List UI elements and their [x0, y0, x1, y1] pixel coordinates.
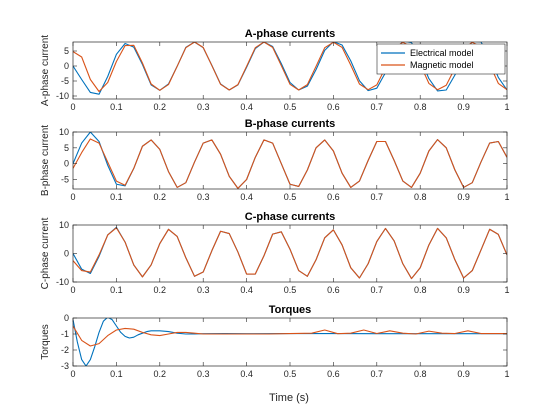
subplot-title: Torques	[269, 304, 312, 316]
x-tick-label: 0.5	[284, 285, 297, 295]
x-tick-label: 0.3	[197, 369, 210, 379]
plot-area	[73, 318, 507, 366]
y-tick-label: 10	[59, 127, 69, 137]
y-tick-label: 5	[64, 46, 69, 56]
x-tick-label: 0.1	[110, 192, 123, 202]
x-tick-label: 0.6	[327, 285, 340, 295]
y-tick-label: -5	[61, 175, 69, 185]
x-tick-label: 0.3	[197, 102, 210, 112]
x-tick-label: 1	[504, 369, 509, 379]
y-tick-label: -3	[61, 361, 69, 371]
x-tick-label: 0.7	[371, 102, 384, 112]
x-tick-label: 0.9	[457, 192, 470, 202]
x-tick-label: 0.5	[284, 102, 297, 112]
y-tick-label: -10	[56, 91, 69, 101]
x-tick-label: 1	[504, 102, 509, 112]
x-tick-label: 0.9	[457, 369, 470, 379]
y-tick-label: 10	[59, 220, 69, 230]
series-line-magnetic	[73, 42, 507, 93]
legend-entry-label: Electrical model	[410, 48, 474, 58]
x-tick-label: 0.9	[457, 102, 470, 112]
x-tick-label: 0.3	[197, 192, 210, 202]
x-tick-label: 0	[70, 192, 75, 202]
x-tick-label: 1	[504, 285, 509, 295]
x-axis-label: Time (s)	[269, 392, 309, 404]
x-tick-label: 0.4	[240, 285, 253, 295]
y-tick-label: 0	[64, 61, 69, 71]
legend-box	[376, 43, 506, 75]
x-tick-label: 0.1	[110, 369, 123, 379]
subplot-4: 0 0.1 0.2 0.3 0.4 0.5 0.6 0.7 0.8 0.9 1 0 -1 -2 -3 Torq…	[40, 304, 510, 379]
y-axis-label: B-phase current	[40, 125, 51, 196]
x-tick-label: 0.3	[197, 285, 210, 295]
legend: Electrical model Magnetic model	[376, 43, 506, 75]
x-tick-label: 0	[70, 102, 75, 112]
x-tick-label: 0.5	[284, 192, 297, 202]
x-tick-label: 0.2	[154, 102, 167, 112]
x-tick-label: 0.6	[327, 369, 340, 379]
series-line-magnetic	[73, 138, 507, 189]
x-tick-label: 0	[70, 369, 75, 379]
x-tick-label: 0.1	[110, 102, 123, 112]
x-tick-label: 0.7	[371, 285, 384, 295]
y-tick-label: -1	[61, 329, 69, 339]
subplot-3: 0 0.1 0.2 0.3 0.4 0.5 0.6 0.7 0.8 0.9 1100-10C-pha…	[40, 211, 510, 295]
subplot-title: C-phase currents	[245, 211, 335, 223]
x-tick-label: 0.4	[240, 192, 253, 202]
x-tick-label: 0.2	[154, 192, 167, 202]
x-tick-label: 0.4	[240, 102, 253, 112]
x-tick-label: 0.2	[154, 285, 167, 295]
x-tick-label: 0.8	[414, 369, 427, 379]
y-axis-label: C-phase current	[40, 217, 51, 289]
subplot-title: B-phase currents	[245, 118, 335, 130]
x-tick-label: 0.2	[154, 369, 167, 379]
x-tick-label: 0.6	[327, 192, 340, 202]
y-tick-label: 0	[64, 249, 69, 259]
x-tick-label: 0.8	[414, 102, 427, 112]
x-tick-label: 0.4	[240, 369, 253, 379]
x-tick-label: 0.7	[371, 369, 384, 379]
y-tick-label: -5	[61, 76, 69, 86]
y-axis-label: A-phase current	[40, 35, 51, 106]
x-tick-label: 0.6	[327, 102, 340, 112]
y-tick-label: -2	[61, 345, 69, 355]
y-tick-label: 5	[64, 143, 69, 153]
x-tick-label: 0.5	[284, 369, 297, 379]
subplot-2: 0 0.1 0.2 0.3 0.4 0.5 0.6 0.7 0.8 0.9 11050-5B-pha…	[40, 118, 510, 202]
x-tick-label: 0	[70, 285, 75, 295]
y-tick-label: -10	[56, 277, 69, 287]
x-tick-label: 0.8	[414, 192, 427, 202]
x-tick-label: 0.1	[110, 285, 123, 295]
x-tick-label: 0.9	[457, 285, 470, 295]
y-tick-label: 0	[64, 159, 69, 169]
x-tick-label: 1	[504, 192, 509, 202]
y-tick-label: 0	[64, 313, 69, 323]
subplot-title: A-phase currents	[245, 28, 335, 40]
series-line-magnetic	[73, 325, 507, 347]
series-line-magnetic	[73, 227, 507, 280]
x-tick-label: 0.7	[371, 192, 384, 202]
legend-entry-label: Magnetic model	[410, 60, 474, 70]
plot-area	[73, 132, 507, 189]
x-tick-label: 0.8	[414, 285, 427, 295]
y-axis-label: Torques	[40, 324, 51, 360]
